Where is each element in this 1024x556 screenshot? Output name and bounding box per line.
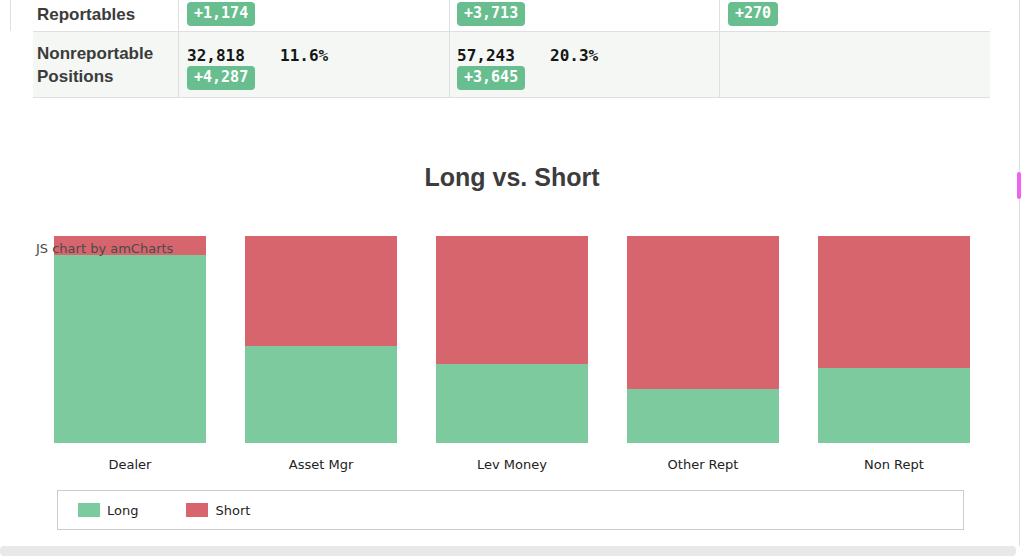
horizontal-scrollbar-track[interactable] <box>0 546 1016 556</box>
category-label: Non Rept <box>818 457 970 472</box>
category-label: Other Rept <box>627 457 779 472</box>
long-segment[interactable] <box>436 364 588 443</box>
amcharts-watermark-link[interactable]: JS chart by amCharts <box>36 241 173 256</box>
long-segment[interactable] <box>627 389 779 443</box>
vertical-scrollbar-thumb[interactable] <box>1017 172 1021 199</box>
legend-label: Long <box>107 503 138 518</box>
long-short-chart: JS chart by amCharts Dealer Asset Mgr Lev … <box>0 230 1024 475</box>
legend-item-long[interactable]: Long <box>78 503 138 518</box>
short-segment[interactable] <box>436 236 588 364</box>
long-segment[interactable] <box>818 368 970 443</box>
long-segment[interactable] <box>54 255 206 443</box>
stacked-bar-asset-mgr[interactable] <box>245 236 397 443</box>
category-label: Asset Mgr <box>245 457 397 472</box>
long-segment[interactable] <box>245 346 397 443</box>
category-label: Dealer <box>54 457 206 472</box>
short-swatch-icon <box>186 503 208 517</box>
stacked-bar-other-rept[interactable] <box>627 236 779 443</box>
chart-legend: Long Short <box>57 490 964 530</box>
stacked-bar-dealer[interactable] <box>54 236 206 443</box>
category-label: Lev Money <box>436 457 588 472</box>
stacked-bar-lev-money[interactable] <box>436 236 588 443</box>
short-segment[interactable] <box>627 236 779 389</box>
short-segment[interactable] <box>245 236 397 346</box>
short-segment[interactable] <box>818 236 970 368</box>
vertical-scrollbar-track[interactable] <box>1019 0 1020 546</box>
legend-item-short[interactable]: Short <box>186 503 250 518</box>
stacked-bar-non-rept[interactable] <box>818 236 970 443</box>
legend-label: Short <box>215 503 250 518</box>
long-swatch-icon <box>78 503 100 517</box>
